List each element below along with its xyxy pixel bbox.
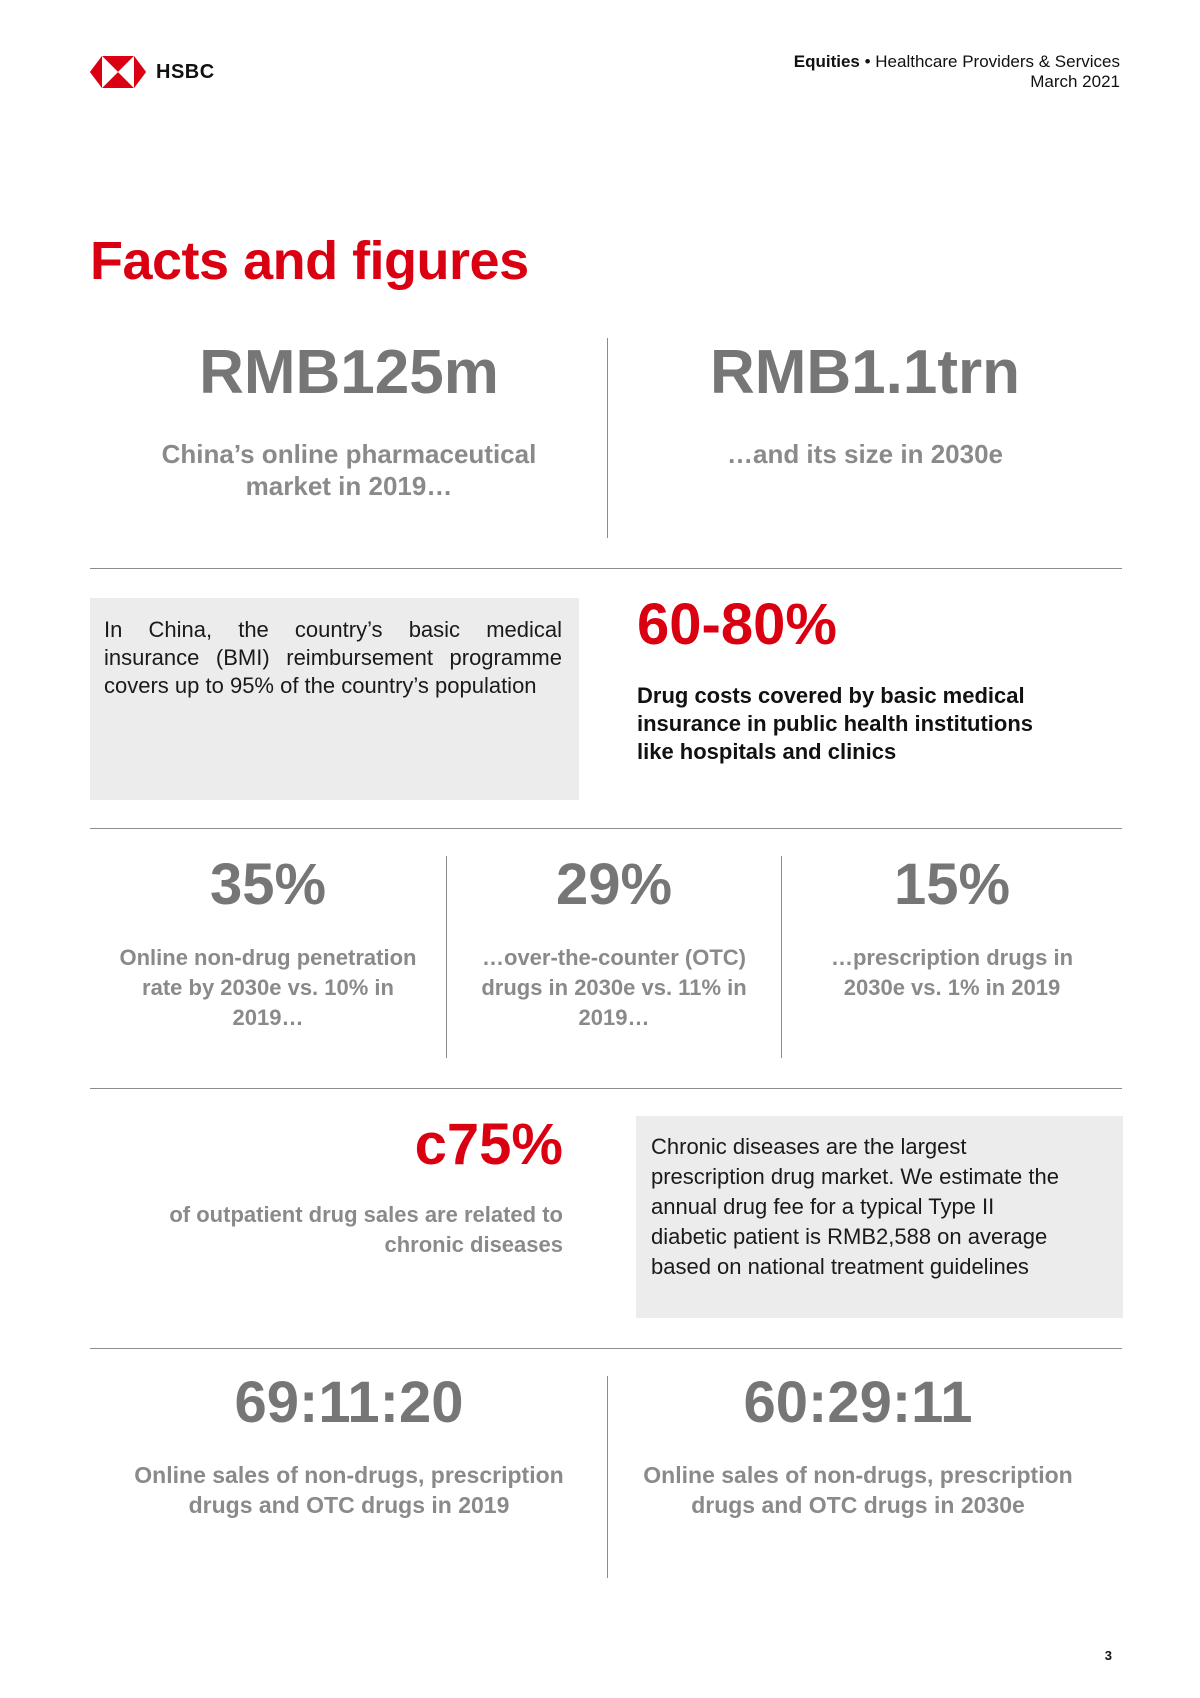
stat-prescription-penetration-caption: …prescription drugs in 2030e vs. 1% in 2… xyxy=(782,943,1122,1003)
stat-drug-costs-caption: Drug costs covered by basic medical insu… xyxy=(637,682,1033,766)
caption-line: drugs and OTC drugs in 2030e xyxy=(691,1492,1025,1518)
chronic-disease-info-text: Chronic diseases are the largest prescri… xyxy=(651,1132,1113,1282)
caption-line: Online sales of non-drugs, prescription xyxy=(643,1462,1073,1488)
box-line: diabetic patient is RMB2,588 on average xyxy=(651,1224,1048,1249)
caption-line: Online non-drug penetration xyxy=(119,945,417,970)
caption-line: drugs in 2030e vs. 11% in xyxy=(481,975,747,1000)
stat-prescription-penetration: 15% xyxy=(893,852,1011,917)
section-divider xyxy=(90,1088,1122,1089)
section-divider xyxy=(90,1348,1122,1349)
report-date: March 2021 xyxy=(1030,72,1120,91)
hsbc-logo: HSBC xyxy=(90,56,215,88)
caption-line: 2030e vs. 1% in 2019 xyxy=(843,975,1061,1000)
section-divider xyxy=(90,828,1122,829)
page-number: 3 xyxy=(1104,1648,1112,1663)
section-subcategory: Healthcare Providers & Services xyxy=(875,52,1120,71)
stat-market-size-2030: RMB1.1trn xyxy=(709,338,1021,407)
stat-drug-costs-covered: 60-80% xyxy=(637,592,837,657)
stat-market-size-2030-caption: …and its size in 2030e xyxy=(726,439,1003,469)
caption-line: like hospitals and clinics xyxy=(637,739,897,764)
stat-nondrug-penetration-caption: Online non-drug penetration rate by 2030… xyxy=(90,943,446,1033)
section-category: Equities xyxy=(793,52,860,71)
stat-sales-mix-2019-caption: Online sales of non-drugs, prescription … xyxy=(90,1460,608,1520)
box-line: based on national treatment guidelines xyxy=(651,1254,1029,1279)
caption-line: of outpatient drug sales are related to xyxy=(169,1202,563,1227)
caption-line: insurance in public health institutions xyxy=(637,711,1034,736)
column-divider xyxy=(781,856,782,1058)
chronic-disease-info-box: Chronic diseases are the largest prescri… xyxy=(636,1116,1123,1318)
caption-line: 2019… xyxy=(578,1005,650,1030)
caption-line: …prescription drugs in xyxy=(830,945,1074,970)
stat-chronic-share-caption: of outpatient drug sales are related to … xyxy=(90,1200,563,1260)
caption-line: chronic diseases xyxy=(384,1232,563,1257)
caption-line: Drug costs covered by basic medical xyxy=(637,683,1025,708)
stat-nondrug-penetration: 35% xyxy=(209,852,327,917)
caption-line: Online sales of non-drugs, prescription xyxy=(134,1462,564,1488)
hsbc-hexagon-icon xyxy=(90,56,146,88)
stat-chronic-share: c75% xyxy=(414,1112,563,1177)
caption-line: …over-the-counter (OTC) xyxy=(482,945,746,970)
stat-sales-mix-2030: 60:29:11 xyxy=(743,1370,973,1435)
caption-line: 2019… xyxy=(232,1005,304,1030)
section-divider xyxy=(90,568,1122,569)
caption-line: market in 2019… xyxy=(245,471,453,501)
bullet-separator: • xyxy=(864,52,871,71)
stat-otc-penetration-caption: …over-the-counter (OTC) drugs in 2030e v… xyxy=(447,943,781,1033)
column-divider xyxy=(607,1376,608,1578)
caption-line: China’s online pharmaceutical xyxy=(161,439,537,469)
box-line: Chronic diseases are the largest xyxy=(651,1134,967,1159)
column-divider xyxy=(607,338,608,538)
stat-sales-mix-2030-caption: Online sales of non-drugs, prescription … xyxy=(608,1460,1108,1520)
stat-otc-penetration: 29% xyxy=(555,852,673,917)
box-line: annual drug fee for a typical Type II xyxy=(651,1194,995,1219)
bmi-info-text: In China, the country’s basic medical in… xyxy=(104,617,562,698)
caption-line: drugs and OTC drugs in 2019 xyxy=(188,1492,510,1518)
section-line: Equities • Healthcare Providers & Servic… xyxy=(794,52,1120,72)
stat-market-size-2019: RMB125m xyxy=(199,338,499,407)
stat-sales-mix-2019: 69:11:20 xyxy=(234,1370,464,1435)
document-header: Equities • Healthcare Providers & Servic… xyxy=(794,52,1120,92)
caption-line: rate by 2030e vs. 10% in xyxy=(142,975,394,1000)
logo-text: HSBC xyxy=(156,60,215,83)
bmi-info-box: In China, the country’s basic medical in… xyxy=(90,598,579,800)
column-divider xyxy=(446,856,447,1058)
stat-market-size-2019-caption: China’s online pharmaceutical market in … xyxy=(90,438,608,502)
page-title: Facts and figures xyxy=(90,231,529,291)
box-line: prescription drug market. We estimate th… xyxy=(651,1164,1059,1189)
